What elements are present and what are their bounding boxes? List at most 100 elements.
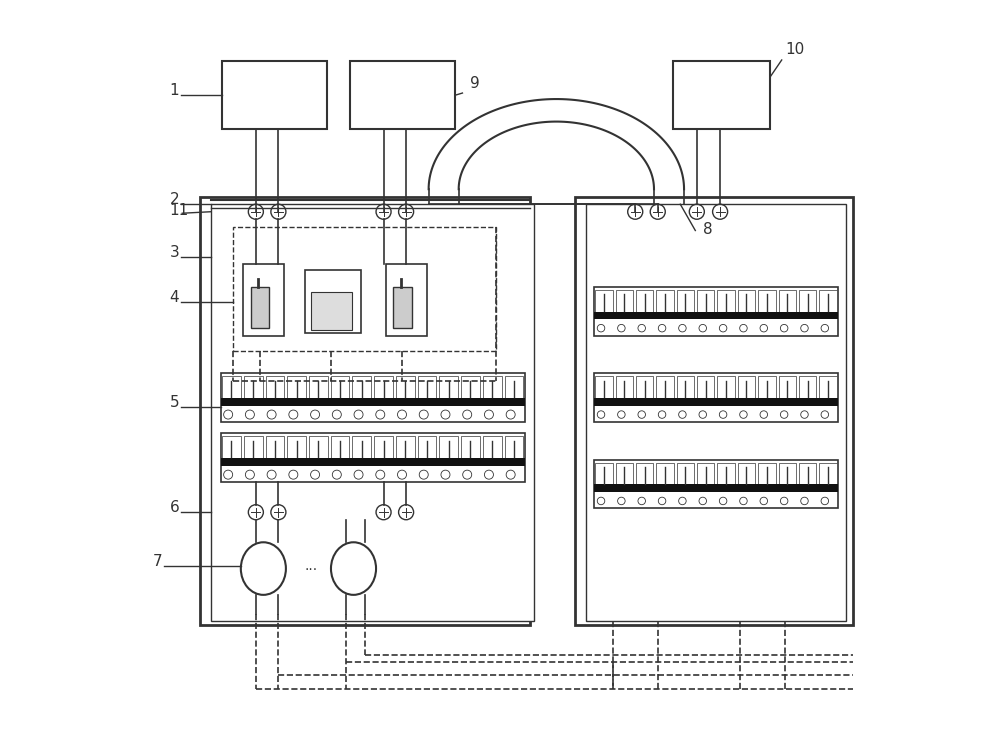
FancyBboxPatch shape [586,204,846,621]
FancyBboxPatch shape [779,463,796,487]
FancyBboxPatch shape [251,287,269,328]
FancyBboxPatch shape [374,376,393,401]
FancyBboxPatch shape [222,437,241,461]
FancyBboxPatch shape [656,376,674,401]
FancyBboxPatch shape [221,434,525,482]
FancyBboxPatch shape [233,227,496,351]
FancyBboxPatch shape [616,463,633,487]
FancyBboxPatch shape [393,287,412,328]
FancyBboxPatch shape [779,290,796,314]
FancyBboxPatch shape [717,463,735,487]
FancyBboxPatch shape [677,376,694,401]
FancyBboxPatch shape [594,484,838,492]
FancyBboxPatch shape [352,376,371,401]
FancyBboxPatch shape [309,437,328,461]
FancyBboxPatch shape [758,290,776,314]
FancyBboxPatch shape [200,197,530,625]
FancyBboxPatch shape [799,290,816,314]
FancyBboxPatch shape [505,376,523,401]
FancyBboxPatch shape [352,437,371,461]
FancyBboxPatch shape [738,376,755,401]
Text: 5: 5 [169,395,179,410]
FancyBboxPatch shape [221,398,525,406]
FancyBboxPatch shape [439,376,458,401]
FancyBboxPatch shape [374,437,393,461]
FancyBboxPatch shape [677,463,694,487]
FancyBboxPatch shape [616,290,633,314]
FancyBboxPatch shape [656,463,674,487]
FancyBboxPatch shape [575,197,853,625]
FancyBboxPatch shape [311,292,352,329]
FancyBboxPatch shape [595,376,613,401]
FancyBboxPatch shape [819,376,837,401]
FancyBboxPatch shape [396,437,415,461]
FancyBboxPatch shape [594,373,838,422]
FancyBboxPatch shape [386,265,427,336]
FancyBboxPatch shape [331,437,349,461]
FancyBboxPatch shape [656,290,674,314]
FancyBboxPatch shape [287,437,306,461]
FancyBboxPatch shape [505,437,523,461]
FancyBboxPatch shape [594,311,838,319]
Text: 1: 1 [169,83,179,98]
Text: 4: 4 [169,290,179,305]
FancyBboxPatch shape [461,376,480,401]
FancyBboxPatch shape [331,376,349,401]
FancyBboxPatch shape [309,376,328,401]
FancyBboxPatch shape [461,437,480,461]
FancyBboxPatch shape [616,376,633,401]
FancyBboxPatch shape [222,376,241,401]
FancyBboxPatch shape [483,437,502,461]
FancyBboxPatch shape [819,290,837,314]
FancyBboxPatch shape [697,463,714,487]
FancyBboxPatch shape [221,458,525,466]
FancyBboxPatch shape [396,376,415,401]
FancyBboxPatch shape [636,463,653,487]
Text: 8: 8 [703,222,712,238]
FancyBboxPatch shape [287,376,306,401]
FancyBboxPatch shape [717,290,735,314]
FancyBboxPatch shape [418,437,436,461]
FancyBboxPatch shape [738,463,755,487]
FancyBboxPatch shape [779,376,796,401]
FancyBboxPatch shape [594,398,838,406]
FancyBboxPatch shape [594,460,838,508]
FancyBboxPatch shape [636,290,653,314]
Text: 3: 3 [169,245,179,260]
FancyBboxPatch shape [350,62,455,129]
FancyBboxPatch shape [677,290,694,314]
FancyBboxPatch shape [211,204,534,621]
FancyBboxPatch shape [819,463,837,487]
Text: 9: 9 [470,76,480,90]
FancyBboxPatch shape [758,376,776,401]
FancyBboxPatch shape [483,376,502,401]
FancyBboxPatch shape [758,463,776,487]
Text: 2: 2 [169,192,179,207]
FancyBboxPatch shape [595,463,613,487]
FancyBboxPatch shape [738,290,755,314]
FancyBboxPatch shape [222,62,327,129]
Text: 6: 6 [169,500,179,515]
FancyBboxPatch shape [244,376,263,401]
Text: 10: 10 [785,42,805,57]
FancyBboxPatch shape [673,62,770,129]
FancyBboxPatch shape [243,265,284,336]
FancyBboxPatch shape [266,437,284,461]
FancyBboxPatch shape [799,376,816,401]
FancyBboxPatch shape [594,287,838,336]
FancyBboxPatch shape [697,290,714,314]
FancyBboxPatch shape [305,270,361,333]
FancyBboxPatch shape [697,376,714,401]
FancyBboxPatch shape [266,376,284,401]
FancyBboxPatch shape [244,437,263,461]
FancyBboxPatch shape [636,376,653,401]
Text: 7: 7 [153,554,163,569]
Text: ...: ... [304,559,317,573]
FancyBboxPatch shape [418,376,436,401]
FancyBboxPatch shape [439,437,458,461]
FancyBboxPatch shape [595,290,613,314]
FancyBboxPatch shape [717,376,735,401]
FancyBboxPatch shape [221,373,525,422]
FancyBboxPatch shape [799,463,816,487]
Text: 11: 11 [169,204,189,219]
